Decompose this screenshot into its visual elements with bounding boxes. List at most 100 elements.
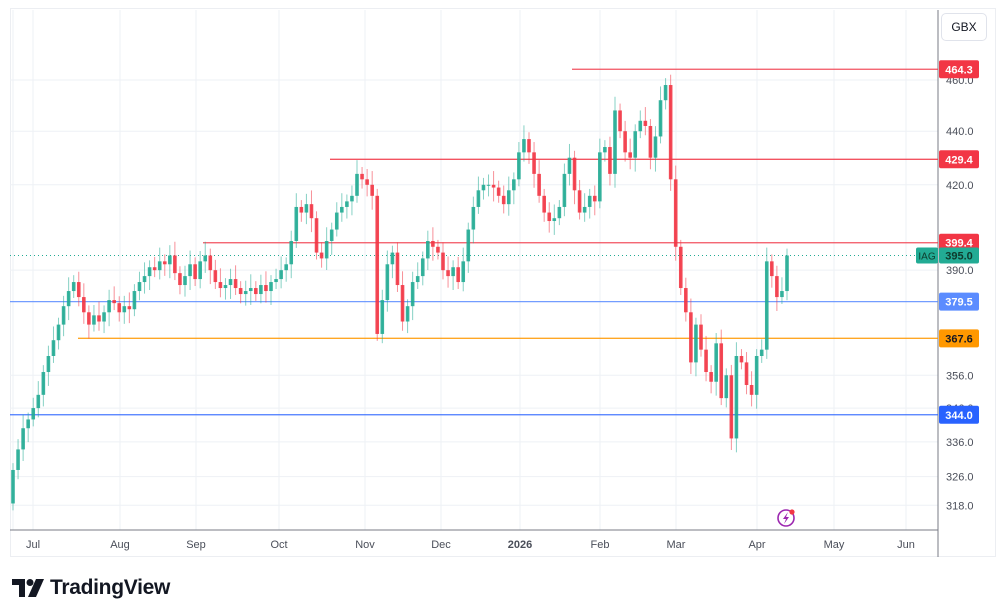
- candle-body: [466, 229, 471, 262]
- candle-body: [97, 315, 101, 322]
- price-tick-label: 318.0: [946, 500, 974, 512]
- candle-body: [92, 315, 96, 325]
- candle-body: [759, 349, 764, 356]
- candle-body: [294, 206, 299, 242]
- candle-body: [314, 218, 319, 253]
- candle-body: [183, 276, 187, 286]
- candle-body: [61, 306, 66, 325]
- candle-body: [173, 255, 177, 274]
- candle-body: [764, 261, 769, 350]
- tradingview-logo-icon: [12, 579, 44, 597]
- candle-body: [112, 300, 116, 304]
- price-tick-label: 326.0: [946, 472, 974, 484]
- candle-body: [279, 270, 283, 280]
- candle-body: [486, 184, 491, 186]
- candle-body: [31, 408, 36, 420]
- time-tick-label: Aug: [110, 539, 130, 551]
- candle-body: [608, 147, 612, 174]
- candle-body: [527, 139, 531, 153]
- candle-body: [592, 195, 597, 202]
- candle-body: [572, 157, 577, 191]
- candle-body: [436, 246, 440, 253]
- candle-body: [780, 291, 784, 298]
- candle-body: [132, 291, 137, 310]
- candle-body: [663, 85, 668, 101]
- level-price-label-bg: [939, 233, 979, 252]
- candle-body: [36, 394, 41, 409]
- candle-body: [299, 206, 304, 213]
- candle-body: [567, 157, 572, 174]
- level-price-label: 344.0: [945, 410, 973, 422]
- level-price-label: 429.4: [945, 154, 973, 166]
- candle-body: [21, 428, 25, 450]
- currency-label: GBX: [951, 20, 977, 34]
- candle-body: [137, 282, 142, 292]
- candle-body: [628, 152, 632, 158]
- candle-body: [56, 324, 61, 341]
- candle-body: [87, 312, 91, 325]
- candle-body: [770, 261, 774, 277]
- candle-body: [269, 282, 273, 292]
- candle-body: [512, 179, 516, 191]
- candle-body: [390, 252, 395, 265]
- candle-body: [66, 291, 71, 307]
- candlestick-chart[interactable]: 460.0440.0420.0390.0356.0346.0336.0326.0…: [0, 0, 1000, 570]
- tradingview-logo[interactable]: TradingView: [12, 576, 170, 600]
- candle-body: [309, 204, 314, 219]
- level-price-label-bg: [939, 329, 979, 348]
- time-tick-label: May: [824, 539, 845, 551]
- level-price-label: 379.5: [945, 297, 973, 309]
- candle-body: [355, 173, 359, 196]
- candle-body: [223, 285, 228, 289]
- candle-body: [259, 285, 263, 295]
- candle-body: [102, 312, 106, 322]
- candle-body: [254, 288, 258, 295]
- chart-frame: [10, 8, 996, 557]
- level-price-label: 367.6: [945, 333, 973, 345]
- candle-body: [218, 282, 223, 289]
- level-price-label-bg: [939, 405, 979, 424]
- candle-body: [532, 152, 536, 174]
- candle-body: [289, 241, 294, 265]
- price-tick-label: 356.0: [946, 370, 974, 382]
- candle-body: [501, 195, 506, 205]
- candle-body: [41, 372, 46, 395]
- currency-button[interactable]: GBX: [941, 13, 987, 41]
- candle-body: [193, 264, 197, 280]
- candle-body: [775, 276, 779, 298]
- candle-body: [456, 267, 460, 283]
- candle-body: [785, 255, 789, 292]
- candle-body: [724, 375, 729, 399]
- candle-body: [228, 279, 233, 286]
- candle-body: [243, 291, 248, 295]
- time-tick-label: Sep: [186, 539, 206, 551]
- candle-body: [71, 282, 76, 292]
- candle-body: [284, 264, 288, 271]
- lightning-alert-icon[interactable]: [777, 509, 795, 527]
- candle-body: [517, 152, 521, 180]
- time-tick-label: Jun: [897, 539, 915, 551]
- symbol-label: IAG: [918, 251, 935, 262]
- candle-body: [537, 173, 541, 196]
- candle-body: [699, 324, 703, 350]
- candle-body: [613, 110, 617, 174]
- candle-body: [714, 343, 718, 382]
- price-tick-label: 390.0: [946, 265, 974, 277]
- candle-body: [264, 285, 268, 292]
- candle-body: [668, 85, 673, 180]
- candle-body: [274, 279, 278, 283]
- candle-body: [198, 261, 202, 280]
- candle-body: [481, 184, 486, 191]
- candle-body: [410, 282, 415, 307]
- candle-body: [653, 136, 658, 158]
- candle-body: [16, 449, 20, 470]
- candle-body: [441, 252, 445, 271]
- candle-body: [744, 362, 749, 386]
- last-price-label: 395.0: [945, 250, 973, 262]
- candle-body: [547, 212, 552, 222]
- candle-body: [400, 285, 405, 322]
- candle-body: [618, 110, 622, 132]
- candle-body: [76, 282, 81, 298]
- candle-body: [213, 270, 218, 283]
- time-tick-label: 2026: [508, 539, 532, 551]
